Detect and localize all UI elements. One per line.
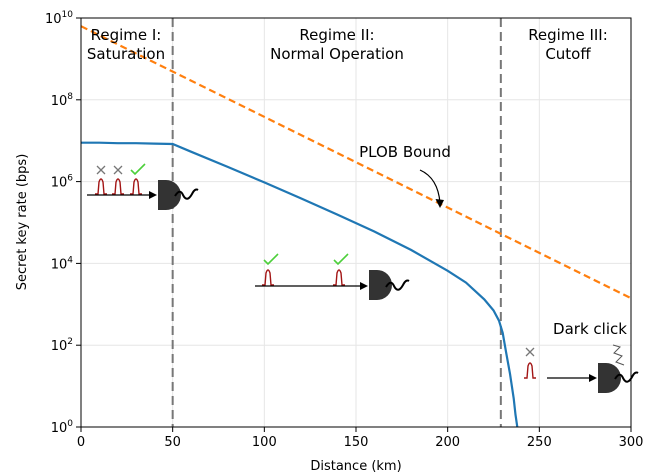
x-tick-label: 0 bbox=[77, 435, 85, 450]
regime-2-line2: Normal Operation bbox=[270, 45, 404, 63]
regime-2-line1: Regime II: bbox=[299, 26, 374, 44]
dark-click-zigzag bbox=[612, 344, 625, 366]
series-group bbox=[80, 25, 632, 428]
detector-icon bbox=[369, 270, 392, 300]
detector-illustration-normal bbox=[255, 253, 410, 300]
y-tick-label: 102 bbox=[51, 337, 73, 354]
beam-arrowhead bbox=[589, 374, 597, 382]
x-tick-label: 50 bbox=[164, 435, 181, 450]
cross-icon bbox=[525, 347, 535, 357]
y-tick-label: 104 bbox=[51, 255, 74, 272]
axis-ticks: 0 50 100 150 200 250 300 100 102 104 106 108 1010 bbox=[45, 10, 643, 450]
check-icon bbox=[263, 253, 279, 266]
y-tick-label: 108 bbox=[51, 92, 74, 109]
pulse-icon bbox=[95, 178, 107, 195]
dark-click-label: Dark click bbox=[553, 320, 627, 338]
x-tick-label: 150 bbox=[344, 435, 369, 450]
x-tick-label: 100 bbox=[252, 435, 277, 450]
plob-label: PLOB Bound bbox=[359, 143, 451, 161]
x-tick-label: 300 bbox=[619, 435, 644, 450]
pulse-icon bbox=[524, 362, 536, 379]
detector-icon bbox=[158, 180, 181, 210]
check-icon bbox=[130, 163, 146, 176]
check-icon bbox=[333, 253, 349, 266]
beam-arrowhead bbox=[149, 191, 157, 199]
regime-boundaries bbox=[171, 18, 502, 427]
plob-bound-line bbox=[80, 25, 632, 300]
pulse-icon bbox=[112, 178, 124, 195]
x-tick-label: 250 bbox=[527, 435, 552, 450]
output-wave-icon bbox=[614, 371, 639, 383]
detector-illustration-saturation bbox=[87, 163, 199, 210]
y-axis-label: Secret key rate (bps) bbox=[15, 154, 30, 291]
regime-1-line2: Saturation bbox=[87, 45, 165, 63]
detector-icon bbox=[598, 363, 621, 393]
x-axis-label: Distance (km) bbox=[310, 459, 401, 474]
output-wave-icon bbox=[174, 188, 199, 200]
cross-icon bbox=[96, 165, 106, 175]
key-rate-line bbox=[81, 141, 519, 428]
x-tick-label: 200 bbox=[435, 435, 460, 450]
detector-illustration-cutoff bbox=[524, 347, 639, 393]
pulse-icon bbox=[262, 269, 274, 286]
plob-arrowhead bbox=[435, 199, 444, 208]
beam-arrowhead bbox=[360, 282, 368, 290]
regime-3-line1: Regime III: bbox=[528, 26, 608, 44]
plob-annotation: PLOB Bound bbox=[359, 143, 451, 208]
output-wave-icon bbox=[385, 279, 410, 291]
pulse-icon bbox=[333, 269, 345, 286]
pulse-icon bbox=[130, 178, 142, 195]
regime-3-line2: Cutoff bbox=[545, 45, 591, 63]
regime-1-line1: Regime I: bbox=[91, 26, 162, 44]
y-tick-label: 106 bbox=[51, 174, 74, 191]
y-tick-label: 1010 bbox=[45, 10, 73, 27]
y-tick-label: 100 bbox=[51, 419, 74, 436]
cross-icon bbox=[113, 165, 123, 175]
regime-labels: Regime I: Saturation Regime II: Normal O… bbox=[87, 26, 608, 63]
plob-arrow bbox=[419, 169, 441, 204]
